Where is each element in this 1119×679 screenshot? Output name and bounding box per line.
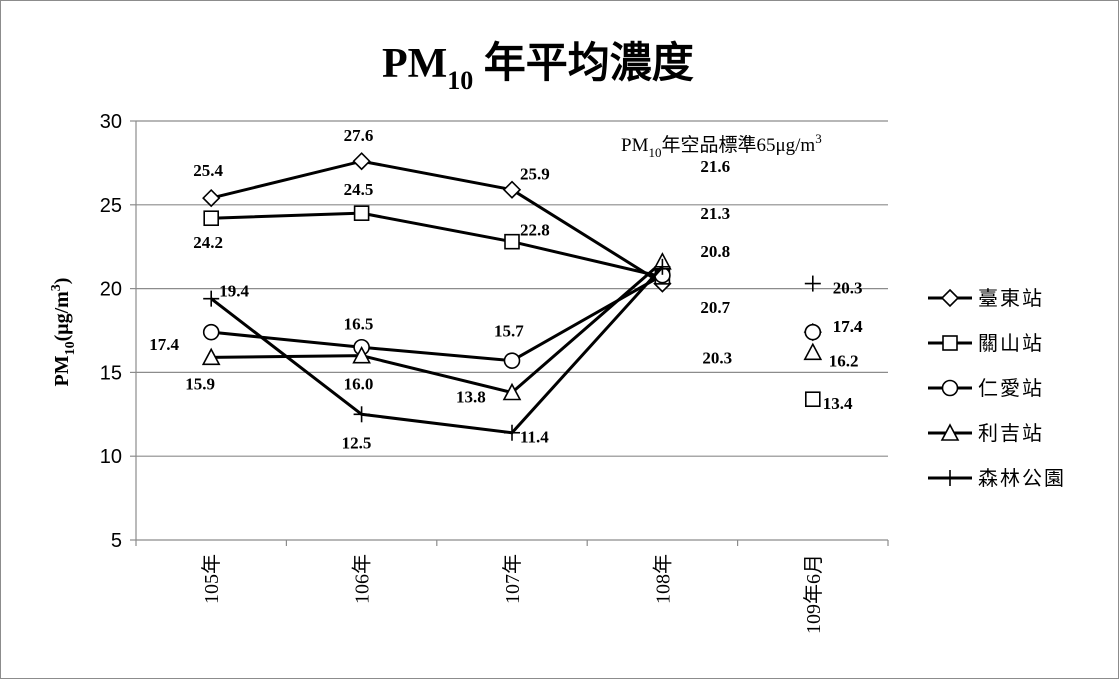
legend-label: 臺東站 xyxy=(978,287,1044,310)
data-label: 20.3 xyxy=(833,279,863,298)
data-point xyxy=(201,347,221,366)
data-label: 24.5 xyxy=(344,180,374,199)
data-point xyxy=(804,391,821,408)
data-point xyxy=(203,210,219,227)
x-tick-label: 109年6月 xyxy=(802,554,825,634)
series-line xyxy=(210,159,664,285)
legend-marker xyxy=(942,470,958,486)
svg-text:PM10(μg/m3): PM10(μg/m3) xyxy=(49,278,78,387)
data-label: 16.2 xyxy=(829,351,859,370)
data-label: 24.2 xyxy=(193,233,223,252)
series-circle xyxy=(202,266,822,369)
data-label: 17.4 xyxy=(149,335,179,354)
data-label: 25.4 xyxy=(193,161,223,180)
series-plus xyxy=(203,258,821,441)
data-label: 25.9 xyxy=(520,165,550,184)
data-point xyxy=(804,275,821,292)
axes xyxy=(130,120,889,546)
legend-item: 利吉站 xyxy=(928,422,1044,445)
standard-annotation: PM10年空品標準65μg/m3 xyxy=(621,131,822,160)
legend-marker xyxy=(940,423,960,441)
legend-label: 利吉站 xyxy=(978,422,1044,445)
data-labels: 25.4 27.6 25.9 20.3 17.4 24.2 24.5 22.8 20.7 13.4… xyxy=(149,126,863,452)
legend-marker xyxy=(942,335,958,351)
legend-marker xyxy=(940,288,960,308)
data-label: 16.0 xyxy=(344,375,374,394)
legend-marker xyxy=(941,379,959,397)
legend-item: 仁愛站 xyxy=(928,377,1044,400)
series-line xyxy=(210,265,664,435)
data-label: 20.7 xyxy=(700,298,730,317)
y-tick-label: 5 xyxy=(111,530,122,552)
data-label: 16.5 xyxy=(344,314,374,333)
x-tick-label: 105年 xyxy=(200,554,223,604)
legend-item: 森林公園 xyxy=(928,467,1066,490)
data-point xyxy=(502,180,522,199)
series-line xyxy=(211,211,663,279)
data-point xyxy=(352,345,371,364)
data-label: 13.8 xyxy=(456,388,486,407)
tick-labels: 5 10 15 20 25 30 105年 106年 107年 108年 109年6月 xyxy=(100,111,825,634)
data-label: 17.4 xyxy=(833,317,863,336)
data-label: 11.4 xyxy=(520,428,549,447)
data-label: 21.3 xyxy=(700,204,730,223)
gridlines xyxy=(136,120,888,457)
data-label: 22.8 xyxy=(520,221,550,240)
x-tick-label: 107年 xyxy=(501,554,524,604)
x-tick-label: 108年 xyxy=(651,554,674,604)
data-point xyxy=(202,188,221,208)
data-label: 19.4 xyxy=(219,282,249,301)
legend-label: 仁愛站 xyxy=(978,377,1044,400)
data-point xyxy=(353,406,370,423)
data-label: 20.3 xyxy=(702,349,732,368)
legend-item: 臺東站 xyxy=(928,287,1044,310)
data-label: 20.8 xyxy=(700,242,730,261)
data-point xyxy=(504,424,520,441)
y-tick-label: 10 xyxy=(100,446,122,468)
data-label: 27.6 xyxy=(344,126,374,145)
x-tick-label: 106年 xyxy=(351,554,374,604)
series-line xyxy=(211,273,664,363)
y-tick-label: 30 xyxy=(100,111,122,133)
data-point xyxy=(202,323,220,341)
legend-item: 關山站 xyxy=(928,332,1044,355)
data-label: 21.6 xyxy=(700,157,730,176)
data-point xyxy=(503,352,521,369)
legend-label: 森林公園 xyxy=(978,467,1066,490)
data-label: 12.5 xyxy=(342,433,372,452)
legend-label: 關山站 xyxy=(978,332,1044,355)
data-point xyxy=(203,290,220,307)
chart-title: PM10 年平均濃度 xyxy=(382,40,694,95)
data-label: 17.4 xyxy=(833,317,863,336)
y-tick-label: 15 xyxy=(100,362,122,384)
y-axis-title: PM10(μg/m3) xyxy=(49,278,78,387)
y-tick-label: 20 xyxy=(100,279,122,301)
data-label: 15.7 xyxy=(494,322,524,341)
data-point xyxy=(352,152,371,171)
series-group xyxy=(201,152,823,441)
data-point xyxy=(803,342,823,361)
data-point xyxy=(502,382,522,401)
data-point xyxy=(353,205,370,221)
data-label: 15.9 xyxy=(185,374,215,393)
data-point xyxy=(804,323,822,341)
data-point xyxy=(504,233,520,250)
data-point xyxy=(654,258,671,275)
y-tick-label: 25 xyxy=(100,195,122,217)
data-label: 13.4 xyxy=(823,394,853,413)
